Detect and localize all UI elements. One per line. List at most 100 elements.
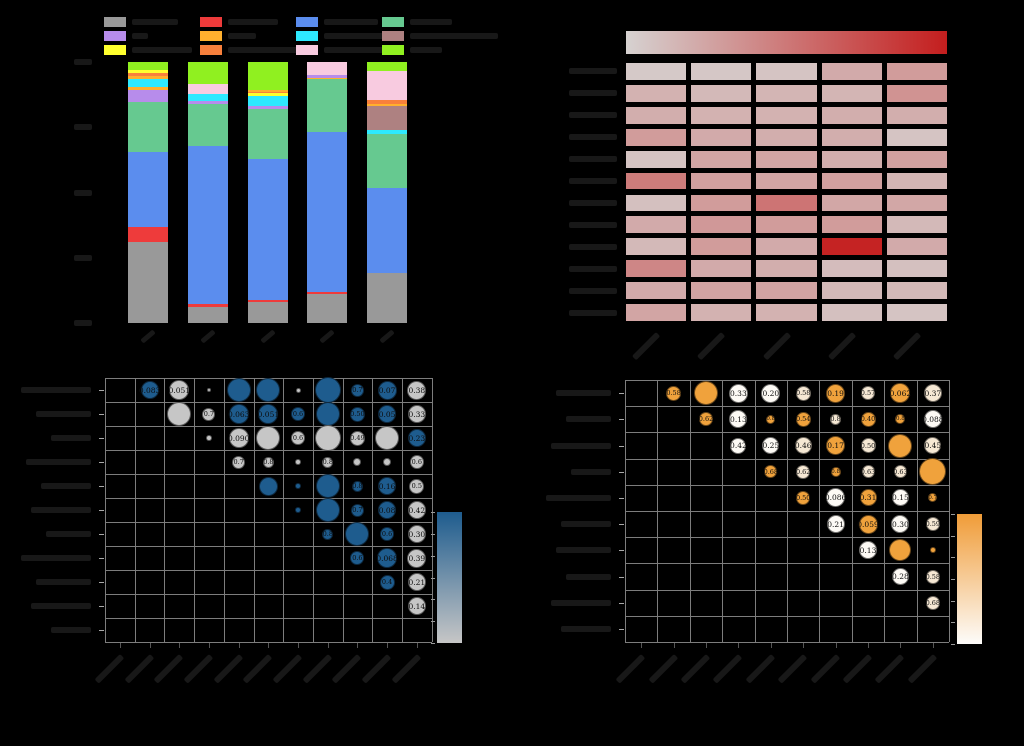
bubble <box>929 547 936 554</box>
heatmap-cell <box>755 193 818 213</box>
bar-segment <box>307 62 347 75</box>
bubble: 0.68 <box>926 595 940 610</box>
bubble: 0.13 <box>859 541 877 560</box>
bubble: 0.57 <box>861 386 875 401</box>
bar-segment <box>248 108 288 159</box>
matrix-grid-hline <box>625 615 949 617</box>
bubble-value-label: 0.58 <box>795 389 811 398</box>
bar-segment <box>367 62 407 71</box>
matrix-col-label-placeholder <box>124 654 154 684</box>
bubble-value-label: 0.8 <box>831 468 840 475</box>
bar-segment <box>367 129 407 135</box>
matrix-row-label-placeholder <box>571 468 611 475</box>
bubble: 0.6 <box>380 527 395 541</box>
bubble-value-label: 0.45 <box>924 441 942 450</box>
matrix-col-label-placeholder <box>615 654 646 684</box>
matrix-grid-hline <box>105 498 432 499</box>
bubble: 0.5 <box>409 478 425 494</box>
matrix-grid-vline <box>949 380 950 642</box>
heatmap-row-label-placeholder <box>569 178 617 185</box>
colorbar-tick <box>431 599 435 601</box>
bar-segment <box>248 90 288 92</box>
colorbar-tick <box>951 579 955 580</box>
heatmap-row-label-placeholder <box>569 287 617 294</box>
heatmap-cell <box>885 127 948 147</box>
bubble: 0.54 <box>795 411 811 427</box>
heatmap-cell <box>755 149 818 169</box>
matrix-colorbar <box>437 512 462 643</box>
bubble: 0.62 <box>699 412 713 427</box>
matrix-row-tick <box>99 606 104 607</box>
matrix-row-tick <box>99 390 104 391</box>
colorbar-tick <box>951 514 955 515</box>
bubble: 0.46 <box>794 437 812 454</box>
bubble-value-label: 0.30 <box>892 519 909 529</box>
heatmap-cell <box>690 105 753 125</box>
bar-segment <box>188 94 228 102</box>
heatmap-cell <box>820 171 883 191</box>
legend-label-placeholder <box>132 33 148 39</box>
panel-red-heatmap <box>512 0 1024 373</box>
bubble: 0.083 <box>139 381 160 399</box>
bubble: 0.58 <box>926 569 940 584</box>
bar-segment <box>367 187 407 274</box>
y-tick-label-placeholder <box>74 320 92 326</box>
bubble <box>919 458 947 486</box>
bubble-value-label: 0.7 <box>928 494 938 501</box>
heatmap-cell <box>625 193 688 213</box>
bubble-value-label: 0.5 <box>411 482 422 490</box>
matrix-row-label-placeholder <box>36 579 91 585</box>
bubble: 0.14 <box>407 597 426 615</box>
matrix-row-label-placeholder <box>46 531 91 537</box>
legend-swatch <box>296 17 318 27</box>
bubble: 0.40 <box>860 411 876 427</box>
bubble-value-label: 0.50 <box>350 410 365 418</box>
bubble-value-label: 0.68 <box>763 467 779 476</box>
matrix-col-tick <box>179 643 181 648</box>
heatmap-cell <box>625 83 688 103</box>
bubble: 0.59 <box>926 517 940 532</box>
heatmap-cell <box>820 281 883 301</box>
panel-bubble-matrix-orange: 0.58 0.33 0.20 0.58 0.19 0.57 0.062 0.37 0.62 0.1… <box>512 373 1024 746</box>
bubble: 0.42 <box>407 501 426 519</box>
bubble: 0.58 <box>666 385 682 401</box>
bubble-value-label: 0.8 <box>830 415 841 424</box>
matrix-col-label-placeholder <box>712 654 743 684</box>
bar-segment <box>307 77 347 79</box>
bubble-value-label: 0.58 <box>666 389 681 398</box>
bubble: 0.088 <box>922 410 944 429</box>
bar-segment <box>307 132 347 293</box>
matrix-col-label-placeholder <box>94 654 125 684</box>
colorbar-tick <box>431 577 435 579</box>
heatmap-col-label-placeholder <box>762 332 791 361</box>
bubble-value-label: 0.33 <box>408 409 426 419</box>
bar-segment <box>367 99 407 104</box>
bar-segment <box>188 145 228 304</box>
bubble: 0.7 <box>350 383 364 397</box>
bubble-value-label: 0.13 <box>859 545 877 555</box>
bubble: 0.30 <box>891 515 910 534</box>
bubble: 0.7 <box>232 455 246 469</box>
heatmap-cell <box>885 281 948 301</box>
matrix-grid-hline <box>625 511 949 512</box>
bubble-value-label: 0.28 <box>892 572 909 581</box>
matrix-grid-hline <box>625 484 949 486</box>
heatmap-cell <box>690 83 753 103</box>
matrix-grid-hline <box>105 546 432 547</box>
matrix-row-tick <box>619 524 624 526</box>
bar-segment <box>128 78 168 87</box>
matrix-grid-hline <box>625 406 949 408</box>
heatmap-cell <box>690 62 753 81</box>
heatmap-cell <box>885 303 948 322</box>
matrix-grid-vline <box>194 378 196 642</box>
bubble: 0.8 <box>766 414 776 424</box>
heatmap-cell <box>885 171 948 191</box>
bubble: 0.051 <box>258 404 279 424</box>
heatmap-col-label-placeholder <box>827 332 856 361</box>
bar-segment <box>188 306 228 323</box>
bubble <box>295 459 301 465</box>
panel-bubble-matrix-blue: 0.083 0.051 0.7 0.07 0.38 0.7 0.063 0.051 0.6 0.5… <box>0 373 512 746</box>
bubble <box>258 476 278 496</box>
bar-segment <box>128 226 168 242</box>
matrix-col-tick <box>238 643 240 648</box>
